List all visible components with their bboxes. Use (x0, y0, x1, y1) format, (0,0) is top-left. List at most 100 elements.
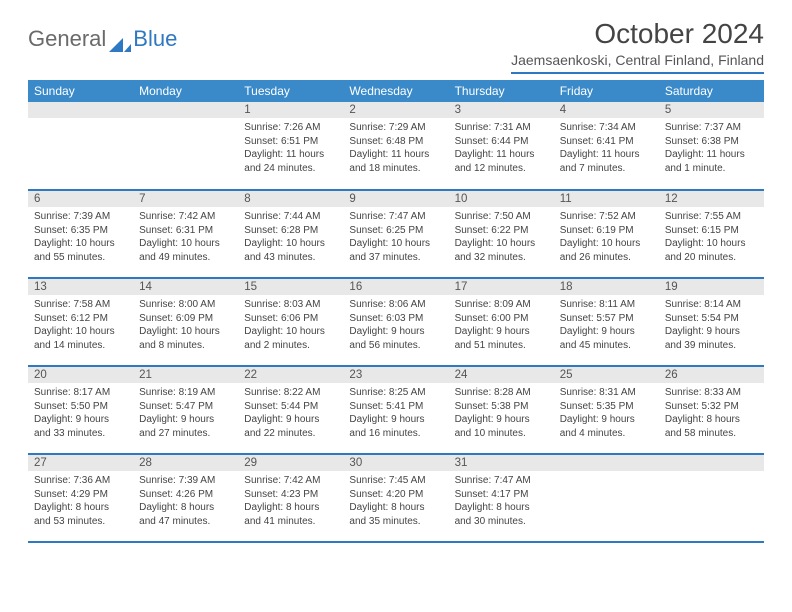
calendar-day-cell: 22Sunrise: 8:22 AMSunset: 5:44 PMDayligh… (238, 366, 343, 454)
day-data: Sunrise: 8:03 AMSunset: 6:06 PMDaylight:… (238, 295, 343, 365)
sunset-text: Sunset: 6:12 PM (34, 312, 127, 326)
day-data (133, 118, 238, 189)
day-data: Sunrise: 7:47 AMSunset: 4:17 PMDaylight:… (449, 471, 554, 541)
sunset-text: Sunset: 6:00 PM (455, 312, 548, 326)
weekday-header: Saturday (659, 80, 764, 102)
sunset-text: Sunset: 6:31 PM (139, 224, 232, 238)
calendar-day-cell: 19Sunrise: 8:14 AMSunset: 5:54 PMDayligh… (659, 278, 764, 366)
day-number: 1 (238, 102, 343, 118)
sunset-text: Sunset: 4:29 PM (34, 488, 127, 502)
daylight-text: Daylight: 8 hours and 30 minutes. (455, 501, 548, 528)
daylight-text: Daylight: 8 hours and 58 minutes. (665, 413, 758, 440)
day-number: 4 (554, 102, 659, 118)
daylight-text: Daylight: 10 hours and 2 minutes. (244, 325, 337, 352)
calendar-day-cell: 25Sunrise: 8:31 AMSunset: 5:35 PMDayligh… (554, 366, 659, 454)
calendar-day-cell: 29Sunrise: 7:42 AMSunset: 4:23 PMDayligh… (238, 454, 343, 542)
day-data: Sunrise: 7:29 AMSunset: 6:48 PMDaylight:… (343, 118, 448, 189)
day-data: Sunrise: 7:44 AMSunset: 6:28 PMDaylight:… (238, 207, 343, 277)
brand-sail-icon (109, 32, 131, 46)
sunset-text: Sunset: 4:17 PM (455, 488, 548, 502)
daylight-text: Daylight: 9 hours and 33 minutes. (34, 413, 127, 440)
calendar-day-cell: 11Sunrise: 7:52 AMSunset: 6:19 PMDayligh… (554, 190, 659, 278)
day-number: 12 (659, 191, 764, 207)
calendar-day-cell: 12Sunrise: 7:55 AMSunset: 6:15 PMDayligh… (659, 190, 764, 278)
daylight-text: Daylight: 9 hours and 45 minutes. (560, 325, 653, 352)
day-number: 26 (659, 367, 764, 383)
sunrise-text: Sunrise: 8:11 AM (560, 298, 653, 312)
calendar-day-cell (133, 102, 238, 190)
sunset-text: Sunset: 6:51 PM (244, 135, 337, 149)
sunrise-text: Sunrise: 8:06 AM (349, 298, 442, 312)
sunrise-text: Sunrise: 8:17 AM (34, 386, 127, 400)
sunset-text: Sunset: 6:25 PM (349, 224, 442, 238)
weekday-header: Tuesday (238, 80, 343, 102)
day-data: Sunrise: 7:42 AMSunset: 6:31 PMDaylight:… (133, 207, 238, 277)
day-data: Sunrise: 8:33 AMSunset: 5:32 PMDaylight:… (659, 383, 764, 453)
sunset-text: Sunset: 5:50 PM (34, 400, 127, 414)
daylight-text: Daylight: 9 hours and 51 minutes. (455, 325, 548, 352)
day-number: 18 (554, 279, 659, 295)
day-number: 21 (133, 367, 238, 383)
sunrise-text: Sunrise: 7:39 AM (34, 210, 127, 224)
daylight-text: Daylight: 10 hours and 49 minutes. (139, 237, 232, 264)
calendar-day-cell: 16Sunrise: 8:06 AMSunset: 6:03 PMDayligh… (343, 278, 448, 366)
calendar-day-cell: 7Sunrise: 7:42 AMSunset: 6:31 PMDaylight… (133, 190, 238, 278)
calendar-week-row: 27Sunrise: 7:36 AMSunset: 4:29 PMDayligh… (28, 454, 764, 542)
daylight-text: Daylight: 8 hours and 47 minutes. (139, 501, 232, 528)
daylight-text: Daylight: 11 hours and 7 minutes. (560, 148, 653, 175)
sunset-text: Sunset: 4:20 PM (349, 488, 442, 502)
day-number: 30 (343, 455, 448, 471)
daylight-text: Daylight: 11 hours and 1 minute. (665, 148, 758, 175)
sunrise-text: Sunrise: 7:31 AM (455, 121, 548, 135)
sunset-text: Sunset: 6:15 PM (665, 224, 758, 238)
sunset-text: Sunset: 4:23 PM (244, 488, 337, 502)
sunrise-text: Sunrise: 8:00 AM (139, 298, 232, 312)
brand-second-word: Blue (133, 26, 177, 52)
daylight-text: Daylight: 10 hours and 37 minutes. (349, 237, 442, 264)
sunrise-text: Sunrise: 7:58 AM (34, 298, 127, 312)
sunrise-text: Sunrise: 8:22 AM (244, 386, 337, 400)
day-number: 15 (238, 279, 343, 295)
weekday-header: Friday (554, 80, 659, 102)
day-number: 2 (343, 102, 448, 118)
sunrise-text: Sunrise: 7:45 AM (349, 474, 442, 488)
day-data: Sunrise: 8:17 AMSunset: 5:50 PMDaylight:… (28, 383, 133, 453)
day-data: Sunrise: 8:22 AMSunset: 5:44 PMDaylight:… (238, 383, 343, 453)
daylight-text: Daylight: 11 hours and 24 minutes. (244, 148, 337, 175)
calendar-day-cell (554, 454, 659, 542)
daylight-text: Daylight: 9 hours and 39 minutes. (665, 325, 758, 352)
daylight-text: Daylight: 10 hours and 14 minutes. (34, 325, 127, 352)
sunset-text: Sunset: 6:03 PM (349, 312, 442, 326)
sunrise-text: Sunrise: 7:50 AM (455, 210, 548, 224)
day-data: Sunrise: 7:47 AMSunset: 6:25 PMDaylight:… (343, 207, 448, 277)
calendar-day-cell: 30 Sunrise: 7:45 AMSunset: 4:20 PMDayligh… (343, 454, 448, 542)
sunrise-text: Sunrise: 7:37 AM (665, 121, 758, 135)
daylight-text: Daylight: 8 hours and 35 minutes. (349, 501, 442, 528)
day-data (659, 471, 764, 541)
daylight-text: Daylight: 9 hours and 27 minutes. (139, 413, 232, 440)
calendar-page: General Blue October 2024 Jaemsaenkoski,… (0, 0, 792, 553)
sunrise-text: Sunrise: 8:14 AM (665, 298, 758, 312)
sunrise-text: Sunrise: 7:39 AM (139, 474, 232, 488)
day-data: Sunrise: 8:11 AMSunset: 5:57 PMDaylight:… (554, 295, 659, 365)
sunset-text: Sunset: 6:19 PM (560, 224, 653, 238)
title-block: October 2024 Jaemsaenkoski, Central Finl… (511, 18, 764, 74)
day-data: Sunrise: 8:28 AMSunset: 5:38 PMDaylight:… (449, 383, 554, 453)
day-number: 11 (554, 191, 659, 207)
calendar-week-row: 6Sunrise: 7:39 AMSunset: 6:35 PMDaylight… (28, 190, 764, 278)
day-data (554, 471, 659, 541)
calendar-day-cell: 9Sunrise: 7:47 AMSunset: 6:25 PMDaylight… (343, 190, 448, 278)
day-number: 6 (28, 191, 133, 207)
calendar-day-cell (28, 102, 133, 190)
calendar-day-cell: 5Sunrise: 7:37 AMSunset: 6:38 PMDaylight… (659, 102, 764, 190)
sunrise-text: Sunrise: 8:31 AM (560, 386, 653, 400)
day-data: Sunrise: 7:52 AMSunset: 6:19 PMDaylight:… (554, 207, 659, 277)
calendar-day-cell: 18Sunrise: 8:11 AMSunset: 5:57 PMDayligh… (554, 278, 659, 366)
daylight-text: Daylight: 9 hours and 56 minutes. (349, 325, 442, 352)
calendar-header-row: SundayMondayTuesdayWednesdayThursdayFrid… (28, 80, 764, 102)
sunset-text: Sunset: 5:41 PM (349, 400, 442, 414)
day-data: Sunrise: 7:58 AMSunset: 6:12 PMDaylight:… (28, 295, 133, 365)
day-number: 3 (449, 102, 554, 118)
day-data: Sunrise: 8:31 AMSunset: 5:35 PMDaylight:… (554, 383, 659, 453)
daylight-text: Daylight: 8 hours and 53 minutes. (34, 501, 127, 528)
